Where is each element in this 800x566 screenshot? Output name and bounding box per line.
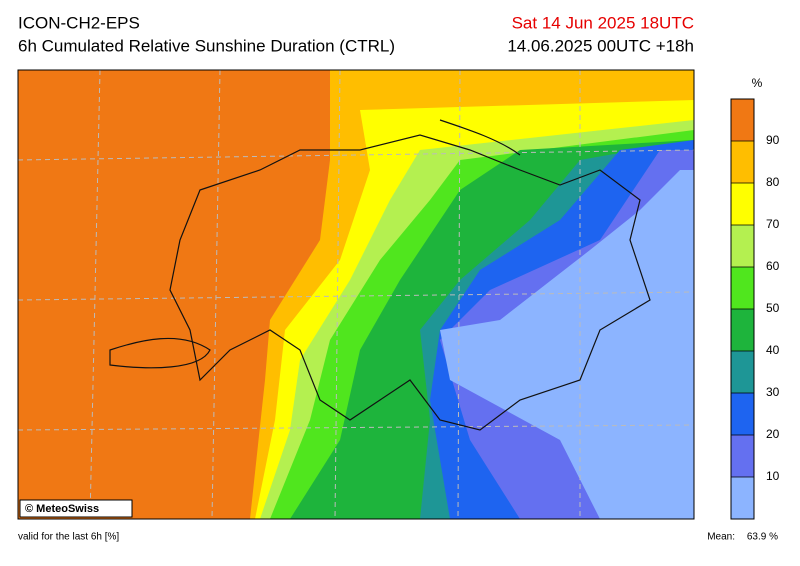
subtitle: 6h Cumulated Relative Sunshine Duration … — [18, 36, 395, 55]
run-time: 14.06.2025 00UTC +18h — [507, 36, 694, 55]
colorbar-tick-label: 70 — [766, 217, 780, 231]
borders — [109, 119, 651, 431]
valid-time: Sat 14 Jun 2025 18UTC — [512, 13, 694, 32]
credit: © MeteoSwiss — [25, 503, 99, 515]
colorbar-tick-label: 60 — [766, 259, 780, 273]
colorbar: 10 20 30 40 50 60 70 80 90 — [730, 98, 780, 520]
colorbar-band — [731, 141, 754, 183]
map-frame — [17, 69, 695, 520]
colorbar-band — [731, 435, 754, 477]
map: © MeteoSwiss — [17, 69, 695, 520]
colorbar-tick-label: 40 — [766, 343, 780, 357]
colorbar-band — [731, 267, 754, 309]
mean-value: 63.9 % — [747, 532, 778, 543]
colorbar-tick-label: 50 — [766, 301, 780, 315]
colorbar-tick-label: 10 — [766, 469, 780, 483]
colorbar-band — [731, 309, 754, 351]
colorbar-band — [731, 393, 754, 435]
colorbar-band — [731, 225, 754, 267]
footer-note: valid for the last 6h [%] — [18, 532, 119, 543]
colorbar-band — [731, 477, 754, 519]
colorbar-band — [731, 183, 754, 225]
mean-label: Mean: — [707, 532, 735, 543]
region — [440, 170, 694, 519]
colorbar-tick-label: 30 — [766, 385, 780, 399]
colorbar-tick-label: 90 — [766, 133, 780, 147]
title: ICON-CH2-EPS — [18, 13, 140, 32]
colorbar-tick-label: 80 — [766, 175, 780, 189]
colorbar-unit: % — [752, 76, 763, 90]
colorbar-tick-label: 20 — [766, 427, 780, 441]
colorbar-band — [731, 99, 754, 141]
colorbar-band — [731, 351, 754, 393]
graticule — [18, 70, 694, 519]
credit-box — [19, 499, 133, 518]
